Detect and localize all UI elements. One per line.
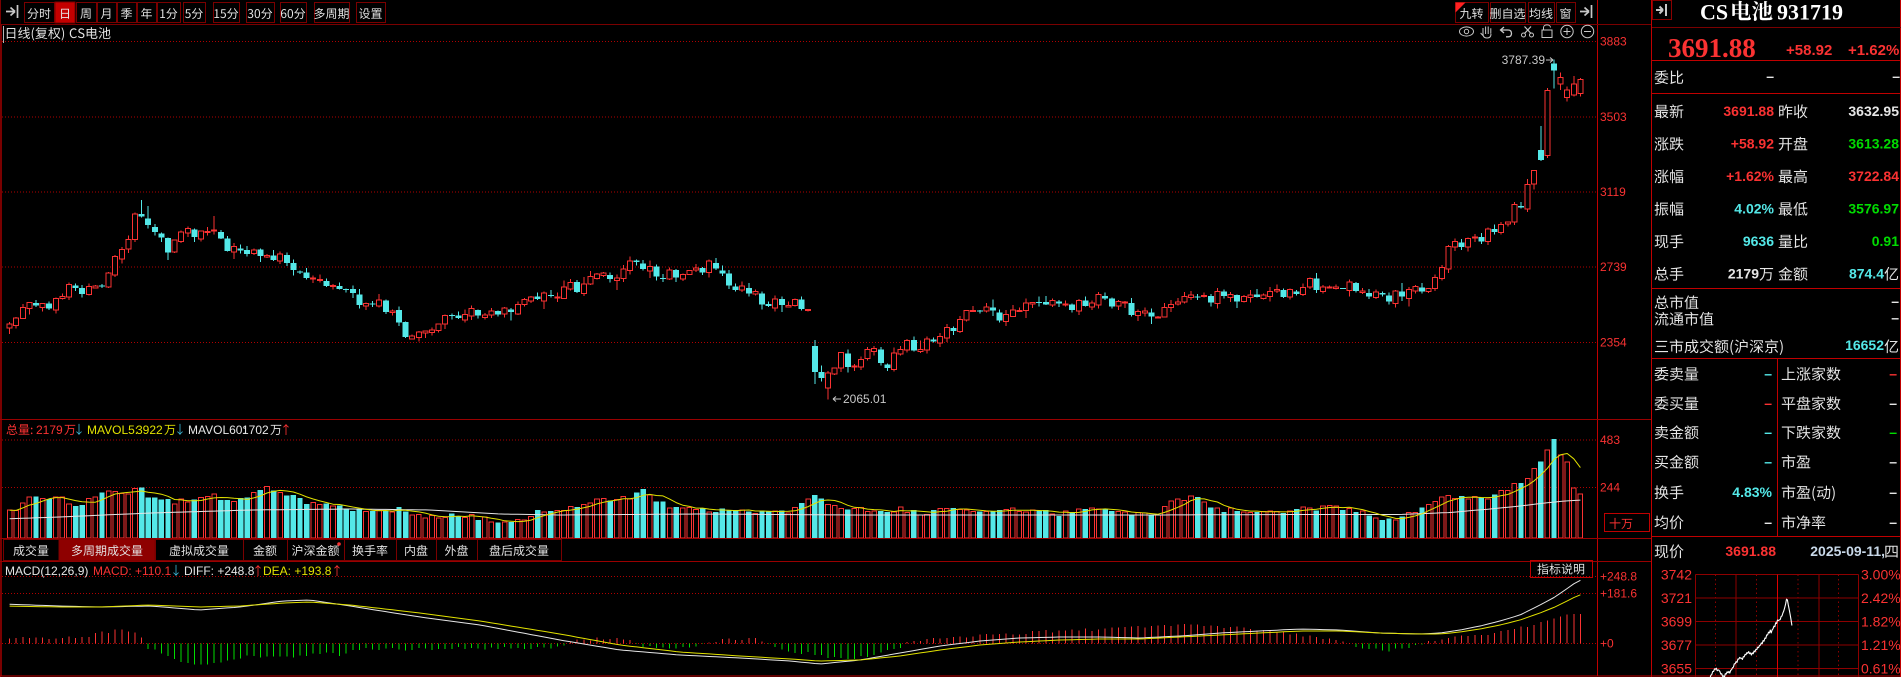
- svg-text:3119: 3119: [1600, 185, 1626, 199]
- svg-text:–: –: [1764, 366, 1772, 382]
- svg-text:483: 483: [1600, 433, 1620, 447]
- svg-text:3722.84: 3722.84: [1848, 168, 1899, 184]
- svg-text:–: –: [1889, 454, 1897, 470]
- svg-text:3613.28: 3613.28: [1848, 136, 1899, 152]
- svg-text:–: –: [1764, 395, 1772, 411]
- svg-text:–: –: [1764, 454, 1772, 470]
- svg-text:874.4: 874.4: [1849, 266, 1884, 282]
- svg-text:–: –: [1892, 68, 1900, 84]
- svg-text:–: –: [1889, 395, 1897, 411]
- svg-text:2179: 2179: [36, 423, 63, 437]
- svg-text:3721: 3721: [1661, 590, 1692, 606]
- svg-text:4.02%: 4.02%: [1734, 201, 1774, 217]
- svg-text:931719: 931719: [1777, 0, 1843, 25]
- svg-text:+0: +0: [1600, 637, 1614, 651]
- svg-text:–: –: [1889, 424, 1897, 440]
- svg-text:–: –: [1766, 68, 1774, 84]
- svg-text:244: 244: [1600, 481, 1620, 495]
- svg-text:MACD(12,26,9): MACD(12,26,9): [5, 564, 88, 578]
- svg-text:2.42%: 2.42%: [1861, 590, 1901, 606]
- svg-text:MAVOL60:: MAVOL60:: [188, 423, 246, 437]
- svg-text:3742: 3742: [1661, 567, 1692, 583]
- svg-text:–: –: [1889, 514, 1897, 530]
- svg-text:3883: 3883: [1600, 35, 1627, 49]
- svg-text:0.61%: 0.61%: [1861, 661, 1901, 677]
- svg-text:DEA: +193.8: DEA: +193.8: [263, 564, 332, 578]
- svg-text:2179: 2179: [1728, 266, 1759, 282]
- svg-text:2025-09-11,: 2025-09-11,: [1810, 543, 1885, 559]
- svg-text:3632.95: 3632.95: [1848, 103, 1899, 119]
- svg-text:3576.97: 3576.97: [1848, 201, 1899, 217]
- svg-text:–: –: [1764, 424, 1772, 440]
- svg-text:1702: 1702: [242, 423, 269, 437]
- svg-text:–: –: [1889, 366, 1897, 382]
- svg-text:+1.62%: +1.62%: [1726, 168, 1774, 184]
- svg-text:3699: 3699: [1661, 614, 1692, 630]
- svg-text:–: –: [1891, 293, 1899, 309]
- svg-text:3691.88: 3691.88: [1668, 33, 1756, 63]
- svg-text:CS: CS: [1700, 0, 1728, 25]
- svg-text:3691.88: 3691.88: [1725, 543, 1776, 559]
- svg-text:MAVOL5:: MAVOL5:: [87, 423, 138, 437]
- svg-text:+181.6: +181.6: [1600, 587, 1637, 601]
- svg-text:+58.92: +58.92: [1786, 42, 1832, 59]
- svg-text:0.91: 0.91: [1872, 233, 1899, 249]
- svg-text:DIFF: +248.8: DIFF: +248.8: [184, 564, 255, 578]
- svg-text:+248.8: +248.8: [1600, 570, 1637, 584]
- svg-text:MACD: +110.1: MACD: +110.1: [93, 564, 171, 578]
- svg-text:1.21%: 1.21%: [1861, 637, 1901, 653]
- svg-text:9636: 9636: [1743, 233, 1774, 249]
- svg-text:1.82%: 1.82%: [1861, 614, 1901, 630]
- svg-text:–: –: [1764, 514, 1772, 530]
- svg-text:16652: 16652: [1845, 337, 1884, 353]
- svg-text:+1.62%: +1.62%: [1848, 42, 1899, 59]
- svg-text:3691.88: 3691.88: [1723, 103, 1774, 119]
- svg-text:4.83%: 4.83%: [1732, 484, 1772, 500]
- svg-text:2354: 2354: [1600, 336, 1627, 350]
- svg-text:3.00%: 3.00%: [1861, 567, 1901, 583]
- svg-text:3787.39: 3787.39: [1502, 53, 1546, 67]
- svg-text:2065.01: 2065.01: [843, 392, 887, 406]
- svg-text:+58.92: +58.92: [1731, 136, 1774, 152]
- svg-text:–: –: [1889, 484, 1897, 500]
- svg-text:2739: 2739: [1600, 260, 1627, 274]
- svg-text:–: –: [1891, 310, 1899, 326]
- svg-text:3655: 3655: [1661, 661, 1692, 677]
- svg-text:3922: 3922: [136, 423, 163, 437]
- svg-text:3503: 3503: [1600, 110, 1627, 124]
- svg-text:3677: 3677: [1661, 637, 1692, 653]
